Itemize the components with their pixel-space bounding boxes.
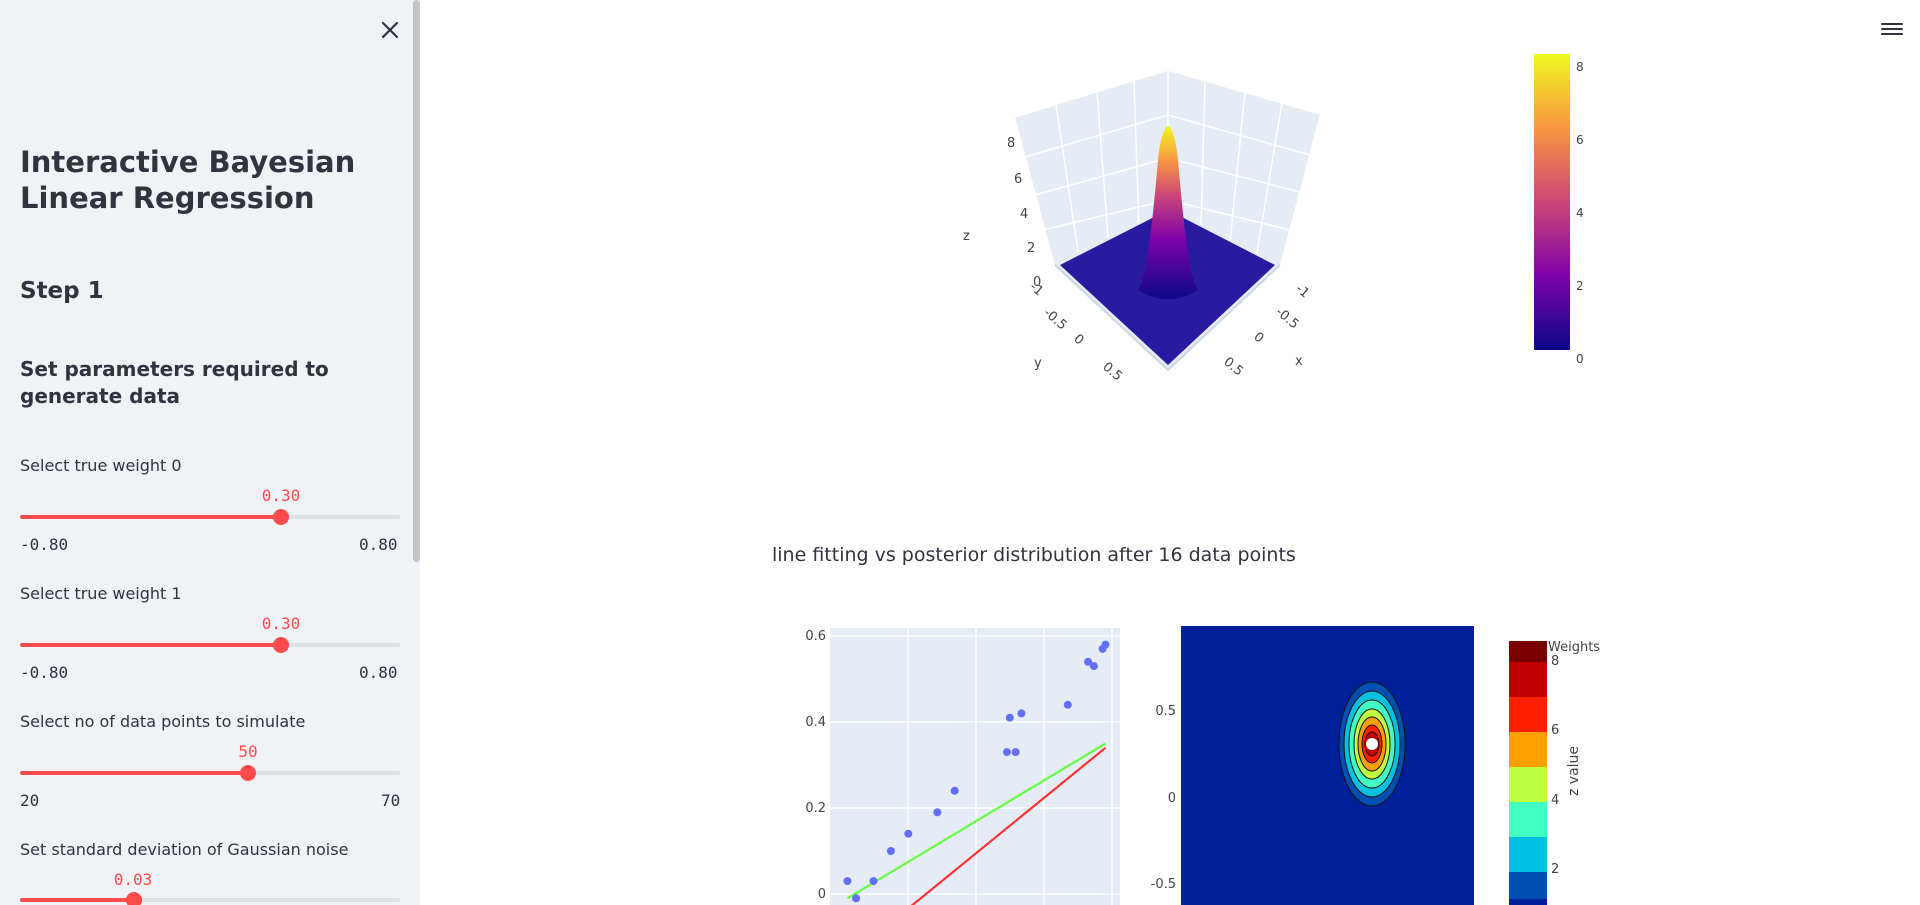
slider-max-weight1: 0.80 xyxy=(359,663,398,682)
surface-plot[interactable]: 8 6 4 2 0 z -1 -0.5 0 0.5 y -1 -0.5 0 0.… xyxy=(930,40,1620,380)
data-point xyxy=(852,894,861,903)
y-tick: 0 xyxy=(1070,332,1086,349)
y-tick: -1 xyxy=(1026,280,1046,300)
colorbar-tick: 0 xyxy=(1576,352,1584,366)
slider-label-noise: Set standard deviation of Gaussian noise xyxy=(20,840,349,859)
slider-thumb[interactable] xyxy=(126,892,142,905)
data-point xyxy=(1084,657,1093,666)
x-tick: 0 xyxy=(1250,330,1266,347)
data-point xyxy=(1089,662,1098,671)
slider-max-weight0: 0.80 xyxy=(359,535,398,554)
y-tick: 0 xyxy=(1168,791,1176,806)
data-point xyxy=(1011,748,1020,757)
y-tick: 0.2 xyxy=(805,801,826,816)
data-point xyxy=(1002,748,1011,757)
posterior-contours xyxy=(1338,681,1406,807)
data-point xyxy=(904,829,913,838)
colorbar-tick: 6 xyxy=(1551,723,1559,738)
z-tick: 8 xyxy=(1007,136,1015,151)
slider-min-weight1: -0.80 xyxy=(20,663,69,682)
colorbar-title: Weights xyxy=(1548,640,1600,655)
z-tick: 0 xyxy=(1033,275,1041,290)
data-point xyxy=(1017,709,1026,718)
close-icon[interactable] xyxy=(378,18,402,42)
data-point xyxy=(886,847,895,855)
z-tick: 6 xyxy=(1014,172,1022,187)
y-tick: 0.4 xyxy=(805,715,826,730)
x-axis-label: x xyxy=(1295,354,1303,369)
data-point xyxy=(1063,700,1072,709)
slider-weight1[interactable] xyxy=(20,637,400,653)
plot-background xyxy=(830,628,1120,905)
slider-value-weight1: 0.30 xyxy=(261,614,301,633)
y-tick: -0.5 xyxy=(1151,877,1176,892)
data-point xyxy=(1005,713,1014,722)
posterior-contour-plot[interactable]: 0.5 0 -0.5 Weights 8 6 4 2 z value xyxy=(1140,620,1610,905)
sidebar-scrollbar[interactable] xyxy=(413,0,420,562)
y-tick: 0 xyxy=(818,887,826,902)
x-tick: -1 xyxy=(1292,282,1312,302)
slider-noise[interactable] xyxy=(20,892,400,905)
plot-gridlines xyxy=(830,628,1120,905)
colorbar-axis-title: z value xyxy=(1566,746,1582,796)
true-weight-marker xyxy=(1366,738,1378,750)
colorbar-tick: 4 xyxy=(1576,206,1584,220)
slider-value-weight0: 0.30 xyxy=(261,486,301,505)
data-point xyxy=(843,877,852,886)
surface-wall-right xyxy=(1168,70,1320,265)
slider-value-datapoints: 50 xyxy=(238,742,258,761)
slider-max-datapoints: 70 xyxy=(381,791,401,810)
contour-colorbar xyxy=(1509,641,1547,905)
fit-line-0 xyxy=(846,742,1107,900)
slider-min-datapoints: 20 xyxy=(20,791,40,810)
colorbar-tick: 8 xyxy=(1576,60,1584,74)
slider-weight0[interactable] xyxy=(20,509,400,525)
colorbar-tick: 2 xyxy=(1576,279,1584,293)
sidebar: Interactive Bayesian Linear Regression S… xyxy=(0,0,420,905)
fit-line-1 xyxy=(910,746,1107,905)
surface-wall-left xyxy=(1015,70,1168,265)
x-tick: -0.5 xyxy=(1272,305,1301,333)
slider-label-weight0: Select true weight 0 xyxy=(20,456,182,475)
z-tick: 4 xyxy=(1020,207,1028,222)
step-heading: Step 1 xyxy=(20,278,104,304)
slider-thumb[interactable] xyxy=(273,637,289,653)
surface-peak xyxy=(1138,126,1198,299)
section-subtitle: Set parameters required to generate data xyxy=(20,357,329,408)
data-point xyxy=(933,808,942,817)
data-point xyxy=(950,786,959,795)
contour-background xyxy=(1181,626,1474,905)
colorbar-tick: 4 xyxy=(1551,793,1559,808)
slider-thumb[interactable] xyxy=(240,765,256,781)
colorbar-tick: 8 xyxy=(1551,654,1559,669)
data-point xyxy=(869,877,878,886)
y-tick: 0.5 xyxy=(1099,360,1124,380)
surface-colorbar xyxy=(1534,54,1570,350)
figure-caption: line fitting vs posterior distribution a… xyxy=(772,544,1296,566)
colorbar-tick: 2 xyxy=(1551,862,1559,877)
slider-thumb[interactable] xyxy=(273,509,289,525)
y-tick: 0.6 xyxy=(805,629,826,644)
z-tick: 2 xyxy=(1027,241,1035,256)
slider-value-noise: 0.03 xyxy=(113,870,153,889)
slider-min-weight0: -0.80 xyxy=(20,535,69,554)
data-point xyxy=(1101,640,1110,649)
sidebar-title: Interactive Bayesian Linear Regression xyxy=(20,145,356,215)
slider-label-weight1: Select true weight 1 xyxy=(20,584,182,603)
colorbar-tick: 6 xyxy=(1576,133,1584,147)
slider-label-datapoints: Select no of data points to simulate xyxy=(20,712,306,731)
line-fit-plot[interactable]: 0.6 0.4 0.2 0 xyxy=(790,620,1130,905)
hamburger-menu-icon[interactable] xyxy=(1880,18,1904,40)
y-axis-label: y xyxy=(1034,356,1042,371)
x-tick: 0.5 xyxy=(1220,355,1245,380)
y-tick: -0.5 xyxy=(1040,306,1069,334)
z-axis-label: z xyxy=(963,229,970,244)
slider-datapoints[interactable] xyxy=(20,765,400,781)
y-tick: 0.5 xyxy=(1155,704,1176,719)
